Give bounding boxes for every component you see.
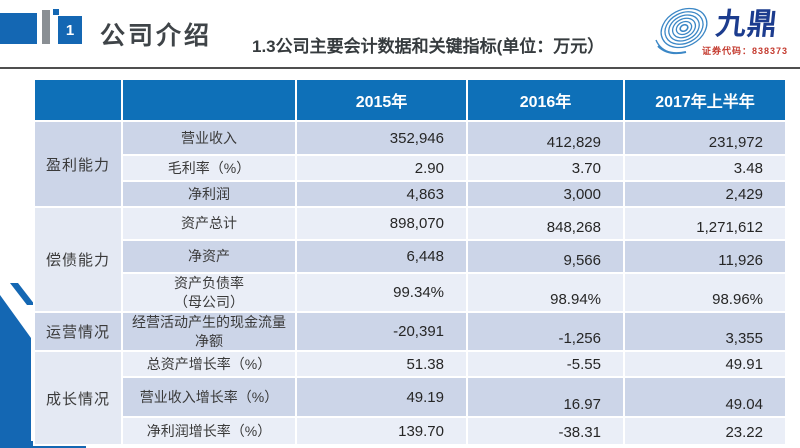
metric-label: 净利润 [123,182,295,206]
value-cell: 11,926 [625,241,785,272]
group-label-solvency: 偿债能力 [35,208,121,311]
company-logo: 九鼎 证券代码：838373 [654,2,794,64]
header-corner-cell [35,80,121,120]
value-cell: 1,271,612 [625,208,785,239]
metric-label: 经营活动产生的现金流量 净额 [123,313,295,350]
value-cell: 4,863 [297,182,466,206]
diagonal-stripe-shape [10,283,35,305]
value-cell: 51.38 [297,352,466,376]
group-label-growth: 成长情况 [35,352,121,444]
table-row: 毛利率（%） 2.90 3.70 3.48 [35,156,785,180]
metric-label: 资产总计 [123,208,295,239]
value-cell: -20,391 [297,313,466,350]
value-cell: 3.48 [625,156,785,180]
value-cell: 16.97 [468,378,623,416]
metric-label: 营业收入 [123,122,295,154]
value-cell: 99.34% [297,274,466,311]
group-label-profitability: 盈利能力 [35,122,121,206]
value-cell: 848,268 [468,208,623,239]
group-label-operations: 运营情况 [35,313,121,350]
value-cell: 98.94% [468,274,623,311]
value-cell: 352,946 [297,122,466,154]
slide-subtitle: 1.3公司主要会计数据和关键指标(单位：万元） [252,37,605,56]
metric-label: 营业收入增长率（%） [123,378,295,416]
value-cell: 3.70 [468,156,623,180]
header-accent-bar [42,10,50,44]
table-row: 净资产 6,448 9,566 11,926 [35,241,785,272]
value-cell: 23.22 [625,418,785,444]
financial-table: 2015年 2016年 2017年上半年 盈利能力 营业收入 352,946 4… [33,78,787,446]
value-cell: 3,000 [468,182,623,206]
value-cell: 49.19 [297,378,466,416]
column-header-2017h1: 2017年上半年 [625,80,785,120]
table-row: 净利润 4,863 3,000 2,429 [35,182,785,206]
metric-label: 毛利率（%） [123,156,295,180]
corner-triangle-shape [0,295,31,448]
column-header-2015: 2015年 [297,80,466,120]
value-cell: 412,829 [468,122,623,154]
value-cell: 3,355 [625,313,785,350]
metric-label: 总资产增长率（%） [123,352,295,376]
value-cell: -1,256 [468,313,623,350]
header-corner-cell [123,80,295,120]
value-cell: 9,566 [468,241,623,272]
table-row: 资产负债率 （母公司） 99.34% 98.94% 98.96% [35,274,785,311]
value-cell: 6,448 [297,241,466,272]
metric-label: 资产负债率 （母公司） [123,274,295,311]
table-row: 运营情况 经营活动产生的现金流量 净额 -20,391 -1,256 3,355 [35,313,785,350]
value-cell: 898,070 [297,208,466,239]
table-header-row: 2015年 2016年 2017年上半年 [35,80,785,120]
value-cell: 139.70 [297,418,466,444]
stock-code-label: 证券代码：838373 [702,46,789,56]
section-number: 1 [65,21,75,39]
header-accent-rect [0,13,37,44]
header-divider [0,67,800,69]
value-cell: 2.90 [297,156,466,180]
value-cell: 2,429 [625,182,785,206]
fingerprint-swirl-icon [655,7,708,55]
table-row: 营业收入增长率（%） 49.19 16.97 49.04 [35,378,785,416]
value-cell: 231,972 [625,122,785,154]
logo-wordmark: 九鼎 [714,8,780,41]
metric-label: 净利润增长率（%） [123,418,295,444]
section-number-badge: 1 [58,16,82,44]
table-row: 偿债能力 资产总计 898,070 848,268 1,271,612 [35,208,785,311]
value-cell: -38.31 [468,418,623,444]
table-row: 盈利能力 营业收入 352,946 412,829 231,972 [35,122,785,206]
metric-label: 净资产 [123,241,295,272]
table-row: 成长情况 总资产增长率（%） 51.38 -5.55 49.91 [35,352,785,444]
value-cell: -5.55 [468,352,623,376]
value-cell: 49.04 [625,378,785,416]
table-row: 净利润增长率（%） 139.70 -38.31 23.22 [35,418,785,444]
header-accent-dot [53,9,59,15]
value-cell: 49.91 [625,352,785,376]
value-cell: 98.96% [625,274,785,311]
column-header-2016: 2016年 [468,80,623,120]
page-title: 公司介绍 [100,22,213,50]
